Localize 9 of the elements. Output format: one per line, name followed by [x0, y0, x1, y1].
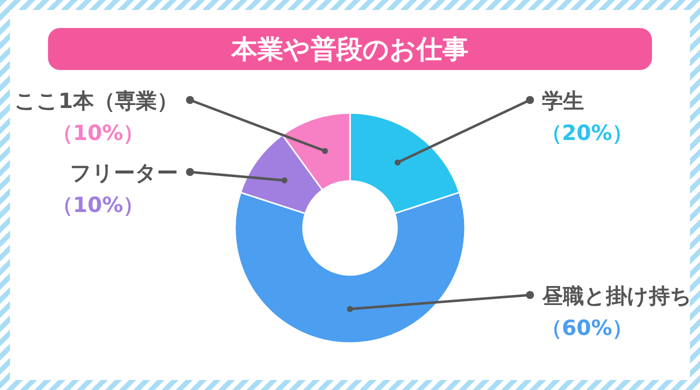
- slice-label: 学生: [542, 89, 584, 113]
- chart-title: 本業や普段のお仕事: [230, 34, 468, 65]
- slice-label: 昼職と掛け持ち: [541, 284, 692, 308]
- data-label: （20%）: [540, 121, 634, 145]
- data-label: （10%）: [52, 121, 144, 145]
- slice-label: フリーター: [70, 161, 178, 185]
- data-label: （60%）: [540, 316, 634, 340]
- slice-label: ここ1本（専業）: [14, 89, 178, 113]
- data-label: （10%）: [52, 193, 144, 217]
